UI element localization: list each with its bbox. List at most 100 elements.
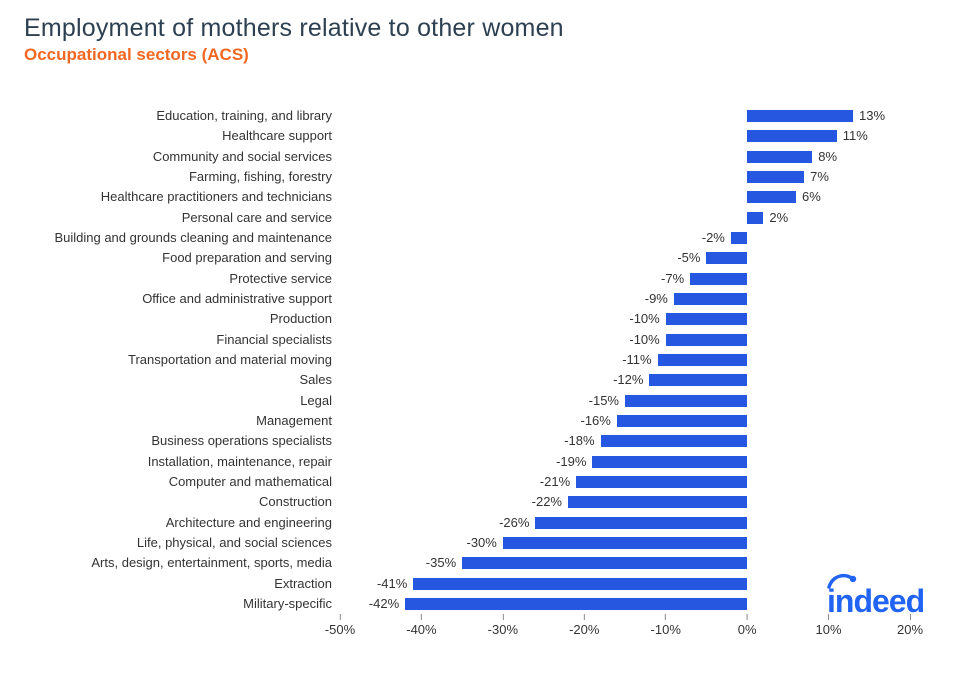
x-tick-label: -40% [406,622,436,637]
title-block: Employment of mothers relative to other … [24,14,564,65]
bar-value-label: 13% [859,110,885,122]
bar [747,191,796,203]
bar-value-label: 11% [843,130,868,142]
plot-area: 13%11%8%7%6%2%-2%-5%-7%-9%-10%-10%-11%-1… [340,106,910,614]
y-axis-labels: Education, training, and library Healthca… [0,106,332,614]
bar [658,354,748,366]
bar-value-label: -26% [499,517,529,529]
x-tick-label: -30% [488,622,518,637]
indeed-logo: indeed [827,577,947,617]
tick-mark [747,614,748,620]
x-tick-label: -50% [325,622,355,637]
bar [576,476,747,488]
tick-mark [421,614,422,620]
bar [747,212,763,224]
category-label: Architecture and engineering [0,516,332,530]
category-label: Farming, fishing, forestry [0,170,332,184]
bar-value-label: -22% [532,496,562,508]
bar-value-label: -16% [581,415,611,427]
tick-mark [584,614,585,620]
category-label: Sales [0,373,332,387]
bar [617,415,747,427]
tick-mark [665,614,666,620]
tick-mark [502,614,503,620]
category-label: Building and grounds cleaning and mainte… [0,231,332,245]
category-label: Management [0,414,332,428]
bar-value-label: -10% [629,313,659,325]
bar [747,151,812,163]
x-tick: -40% [406,614,436,637]
category-label: Transportation and material moving [0,353,332,367]
bar [666,313,747,325]
bar [503,537,747,549]
bar-value-label: 2% [769,212,788,224]
category-label: Legal [0,394,332,408]
category-label: Financial specialists [0,333,332,347]
category-label: Life, physical, and social sciences [0,536,332,550]
category-label: Healthcare support [0,129,332,143]
x-tick: -30% [488,614,518,637]
category-label: Business operations specialists [0,434,332,448]
bar [690,273,747,285]
category-label: Construction [0,495,332,509]
category-label: Arts, design, entertainment, sports, med… [0,556,332,570]
bar-value-label: 7% [810,171,829,183]
bar [535,517,747,529]
bar-value-label: -19% [556,456,586,468]
chart-subtitle: Occupational sectors (ACS) [24,45,564,65]
category-label: Military-specific [0,597,332,611]
bar [592,456,747,468]
logo-text: indeed [827,585,924,617]
bar [747,171,804,183]
bar-value-label: -15% [589,395,619,407]
bar-value-label: -11% [622,354,651,366]
x-tick: 0% [738,614,757,637]
bar [601,435,748,447]
x-axis: -50%-40%-30%-20%-10%0%10%20% [340,614,910,644]
bar-value-label: 6% [802,191,821,203]
x-tick-label: -20% [569,622,599,637]
bar [625,395,747,407]
bar-value-label: -30% [467,537,497,549]
x-tick: -50% [325,614,355,637]
bar [731,232,747,244]
tick-mark [339,614,340,620]
bar-value-label: 8% [818,151,837,163]
bar-value-label: -18% [564,435,594,447]
bar-value-label: -21% [540,476,570,488]
bar-value-label: -12% [613,374,643,386]
x-tick: -20% [569,614,599,637]
bar-value-label: -35% [426,557,456,569]
bar-value-label: -7% [661,273,684,285]
category-label: Extraction [0,577,332,591]
bar-chart: Education, training, and library Healthca… [0,106,975,646]
bar [568,496,747,508]
category-label: Office and administrative support [0,292,332,306]
bar [747,110,853,122]
bar [674,293,747,305]
x-tick-label: 0% [738,622,757,637]
bar-value-label: -5% [677,252,700,264]
bar [405,598,747,610]
bar [462,557,747,569]
x-tick: -10% [651,614,681,637]
bar [747,130,837,142]
bar-value-label: -10% [629,334,659,346]
bar-value-label: -41% [377,578,407,590]
category-label: Personal care and service [0,211,332,225]
bar [413,578,747,590]
bar [649,374,747,386]
category-label: Community and social services [0,150,332,164]
category-label: Education, training, and library [0,109,332,123]
chart-title: Employment of mothers relative to other … [24,14,564,43]
bar-value-label: -42% [369,598,399,610]
category-label: Installation, maintenance, repair [0,455,332,469]
x-tick-label: 20% [897,622,923,637]
category-label: Healthcare practitioners and technicians [0,190,332,204]
bar [666,334,747,346]
category-label: Protective service [0,272,332,286]
x-tick-label: -10% [651,622,681,637]
bar [706,252,747,264]
category-label: Food preparation and serving [0,251,332,265]
category-label: Production [0,312,332,326]
